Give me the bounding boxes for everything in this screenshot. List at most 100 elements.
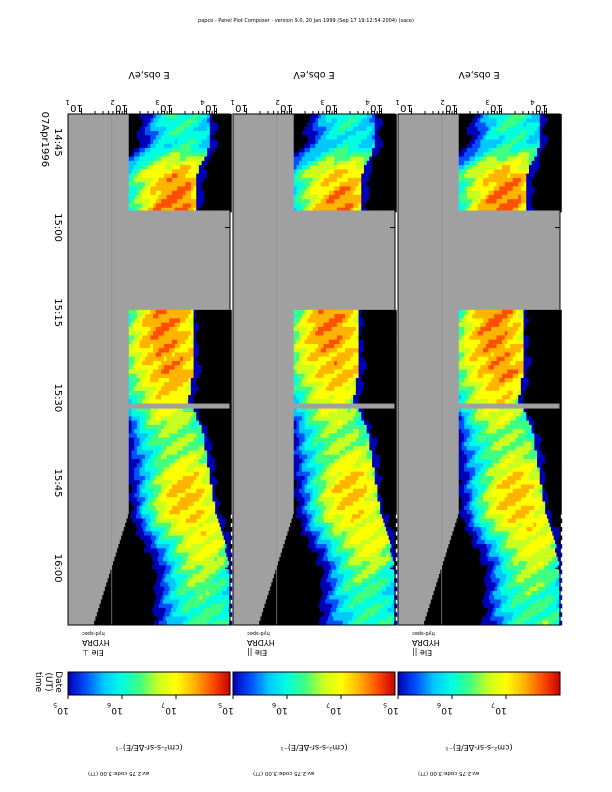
spectrogram-cell [144, 131, 149, 136]
spectrogram-cell [353, 173, 357, 179]
spectrogram-cell [196, 326, 200, 332]
spectrogram-cell [201, 326, 205, 332]
spectrogram-cell [369, 169, 373, 175]
spectrogram-cell [223, 139, 227, 145]
spectrogram-cell [136, 177, 140, 183]
spectrogram-cell [180, 424, 184, 430]
spectrogram-cell [185, 352, 189, 358]
spectrogram-cell [372, 135, 376, 140]
spectrogram-cell [153, 420, 157, 426]
spectrogram-cell [201, 339, 205, 345]
spectrogram-cell [194, 620, 198, 626]
spectrogram-cell [215, 118, 219, 123]
spectrogram-cell [374, 135, 378, 140]
spectrogram-cell [188, 373, 192, 379]
spectrogram-cell [227, 582, 231, 588]
spectrogram-cell [144, 314, 149, 319]
spectrogram-cell [188, 535, 192, 541]
spectrogram-cell [158, 177, 162, 183]
spectrogram-cell [328, 314, 332, 319]
spectrogram-cell [131, 169, 135, 175]
spectrogram-cell [198, 143, 203, 149]
spectrogram-cell [223, 160, 227, 166]
spectrogram-cell [198, 135, 203, 140]
spectrogram-cell [328, 190, 332, 196]
spectrogram-cell [131, 156, 135, 162]
spectrogram-cell [163, 382, 167, 387]
spectrogram-cell [222, 531, 226, 536]
spectrogram-cell [207, 578, 211, 583]
spectrogram-cell [363, 203, 368, 209]
spectrogram-cell [144, 199, 149, 204]
spectrogram-cell [196, 612, 200, 617]
spectrogram-cell [185, 510, 189, 515]
spectrogram-cell [169, 505, 173, 511]
spectrogram-cell [377, 173, 381, 179]
spectrogram-cell [196, 177, 200, 183]
spectrogram-cell [184, 548, 188, 554]
spectrogram-cell [210, 603, 214, 609]
spectrogram-cell [188, 165, 192, 170]
spectrogram-cell [215, 441, 219, 447]
spectrogram-cell [223, 480, 227, 485]
spectrogram-cell [226, 518, 230, 524]
spectrogram-cell [147, 182, 151, 187]
spectrogram-cell [180, 458, 184, 464]
spectrogram-cell [182, 412, 186, 417]
spectrogram-cell [142, 352, 146, 358]
spectrogram-cell [185, 480, 189, 485]
spectrogram-cell [171, 118, 176, 123]
spectrogram-cell [185, 143, 189, 149]
spectrogram-cell [148, 603, 152, 609]
spectrogram-cell [204, 314, 208, 319]
spectrogram-cell [182, 454, 186, 460]
spectrogram-cell [180, 569, 184, 575]
spectrogram-cell [182, 135, 186, 140]
spectrogram-cell [196, 535, 200, 541]
spectrogram-cell [221, 535, 225, 541]
spectrogram-cell [207, 365, 211, 370]
spectrogram-cell [201, 156, 205, 162]
spectrogram-cell [227, 556, 231, 562]
spectrogram-cell [339, 326, 343, 332]
spectrogram-cell [385, 314, 389, 319]
spectrogram-cell [219, 573, 223, 579]
spectrogram-cell [358, 156, 362, 162]
spectrogram-cell [223, 390, 227, 396]
spectrogram-cell [374, 139, 378, 145]
spectrogram-cell [114, 556, 118, 562]
spectrogram-cell [385, 186, 389, 192]
spectrogram-cell [147, 475, 151, 481]
spectrogram-cell [207, 552, 211, 558]
spectrogram-cell [142, 160, 146, 166]
spectrogram-cell [140, 620, 144, 626]
spectrogram-cell [185, 407, 189, 413]
spectrogram-cell [145, 544, 149, 549]
spectrogram-cell [190, 203, 194, 209]
spectrogram-cell [139, 331, 143, 336]
spectrogram-cell [144, 480, 149, 485]
spectrogram-cell [363, 118, 368, 123]
spectrogram-cell [315, 148, 319, 153]
spectrogram-cell [139, 135, 143, 140]
spectrogram-cell [163, 207, 167, 213]
spectrogram-cell [131, 501, 135, 507]
spectrogram-cell [171, 156, 176, 162]
spectrogram-cell [136, 488, 140, 494]
spectrogram-cell [225, 360, 230, 366]
spectrogram-cell [219, 531, 223, 536]
spectrogram-cell [185, 446, 189, 451]
spectrogram-cell [158, 169, 162, 175]
spectrogram-cell [190, 458, 194, 464]
spectrogram-cell [128, 497, 132, 502]
spectrogram-cell [168, 590, 172, 596]
spectrogram-cell [131, 454, 135, 460]
spectrogram-cell [223, 194, 227, 200]
spectrogram-cell [117, 616, 121, 622]
spectrogram-cell [345, 194, 349, 200]
spectrogram-cell [136, 501, 140, 507]
spectrogram-cell [154, 565, 158, 571]
spectrogram-cell [131, 339, 135, 345]
spectrogram-cell [166, 390, 170, 396]
spectrogram-cell [182, 480, 186, 485]
